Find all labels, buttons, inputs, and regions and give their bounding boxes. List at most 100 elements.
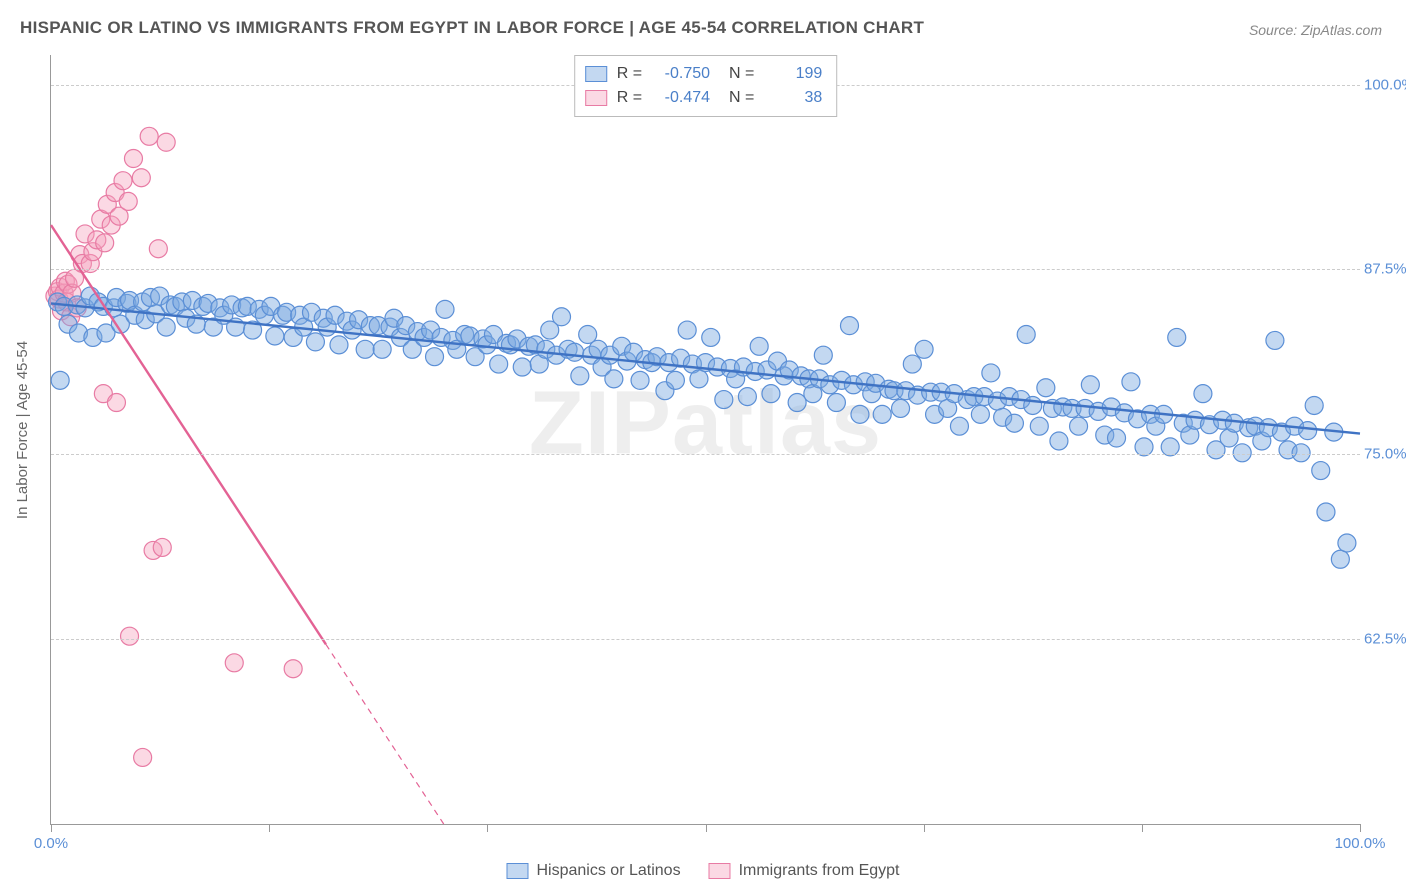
x-tick [269, 824, 270, 832]
data-point [157, 318, 175, 336]
data-point [903, 355, 921, 373]
data-point [851, 405, 869, 423]
x-tick [706, 824, 707, 832]
data-point [1135, 438, 1153, 456]
x-tick-label: 100.0% [1335, 835, 1386, 852]
data-point [827, 394, 845, 412]
chart-title: HISPANIC OR LATINO VS IMMIGRANTS FROM EG… [20, 18, 924, 38]
data-point [1024, 396, 1042, 414]
swatch-series-1 [585, 66, 607, 82]
data-point [284, 660, 302, 678]
legend-row-series-2: R = -0.474 N = 38 [585, 86, 823, 110]
data-point [950, 417, 968, 435]
data-point [982, 364, 1000, 382]
data-point [738, 388, 756, 406]
data-point [124, 150, 142, 168]
data-point [225, 654, 243, 672]
data-point [119, 192, 137, 210]
chart-canvas [51, 55, 1360, 824]
data-point [157, 133, 175, 151]
data-point [107, 394, 125, 412]
data-point [356, 340, 374, 358]
trend-line [51, 303, 1360, 433]
swatch-icon [709, 863, 731, 879]
gridline [51, 639, 1360, 640]
source-attribution: Source: ZipAtlas.com [1249, 22, 1382, 38]
legend-series: Hispanics or Latinos Immigrants from Egy… [506, 862, 899, 880]
data-point [1005, 414, 1023, 432]
data-point [892, 399, 910, 417]
trend-line-dashed [326, 644, 444, 824]
data-point [436, 300, 454, 318]
data-point [566, 343, 584, 361]
legend-item-2: Immigrants from Egypt [709, 862, 900, 880]
data-point [1299, 422, 1317, 440]
data-point [678, 321, 696, 339]
data-point [513, 358, 531, 376]
x-tick [487, 824, 488, 832]
y-tick-label: 62.5% [1364, 631, 1406, 648]
data-point [814, 346, 832, 364]
x-tick [1360, 824, 1361, 832]
legend-row-series-1: R = -0.750 N = 199 [585, 62, 823, 86]
data-point [762, 385, 780, 403]
data-point [306, 333, 324, 351]
x-tick [51, 824, 52, 832]
data-point [1317, 503, 1335, 521]
data-point [1030, 417, 1048, 435]
data-point [553, 308, 571, 326]
data-point [1070, 417, 1088, 435]
data-point [702, 328, 720, 346]
data-point [750, 337, 768, 355]
data-point [1050, 432, 1068, 450]
data-point [1017, 326, 1035, 344]
data-point [153, 538, 171, 556]
data-point [1081, 376, 1099, 394]
data-point [788, 394, 806, 412]
data-point [666, 371, 684, 389]
data-point [132, 169, 150, 187]
data-point [1122, 373, 1140, 391]
data-point [1037, 379, 1055, 397]
data-point [51, 371, 69, 389]
data-point [96, 234, 114, 252]
legend-correlation: R = -0.750 N = 199 R = -0.474 N = 38 [574, 55, 838, 117]
legend-label-2: Immigrants from Egypt [739, 862, 900, 880]
data-point [1305, 396, 1323, 414]
data-point [1331, 550, 1349, 568]
data-point [1312, 462, 1330, 480]
data-point [134, 748, 152, 766]
data-point [1194, 385, 1212, 403]
r-value-2: -0.474 [652, 86, 710, 110]
gridline [51, 454, 1360, 455]
data-point [1292, 444, 1310, 462]
data-point [840, 317, 858, 335]
data-point [121, 627, 139, 645]
x-tick-label: 0.0% [34, 835, 68, 852]
n-value-2: 38 [764, 86, 822, 110]
data-point [1338, 534, 1356, 552]
plot-area: ZIPatlas R = -0.750 N = 199 R = -0.474 N… [50, 55, 1360, 825]
x-tick [1142, 824, 1143, 832]
data-point [715, 391, 733, 409]
data-point [1266, 331, 1284, 349]
n-value-1: 199 [764, 62, 822, 86]
legend-label-1: Hispanics or Latinos [536, 862, 680, 880]
data-point [690, 370, 708, 388]
data-point [490, 355, 508, 373]
data-point [140, 127, 158, 145]
data-point [426, 348, 444, 366]
data-point [971, 405, 989, 423]
y-axis-label: In Labor Force | Age 45-54 [14, 341, 31, 519]
trend-line [51, 225, 326, 644]
swatch-icon [506, 863, 528, 879]
data-point [1108, 429, 1126, 447]
data-point [114, 172, 132, 190]
swatch-series-2 [585, 90, 607, 106]
data-point [330, 336, 348, 354]
data-point [1161, 438, 1179, 456]
data-point [149, 240, 167, 258]
data-point [873, 405, 891, 423]
data-point [915, 340, 933, 358]
data-point [605, 370, 623, 388]
